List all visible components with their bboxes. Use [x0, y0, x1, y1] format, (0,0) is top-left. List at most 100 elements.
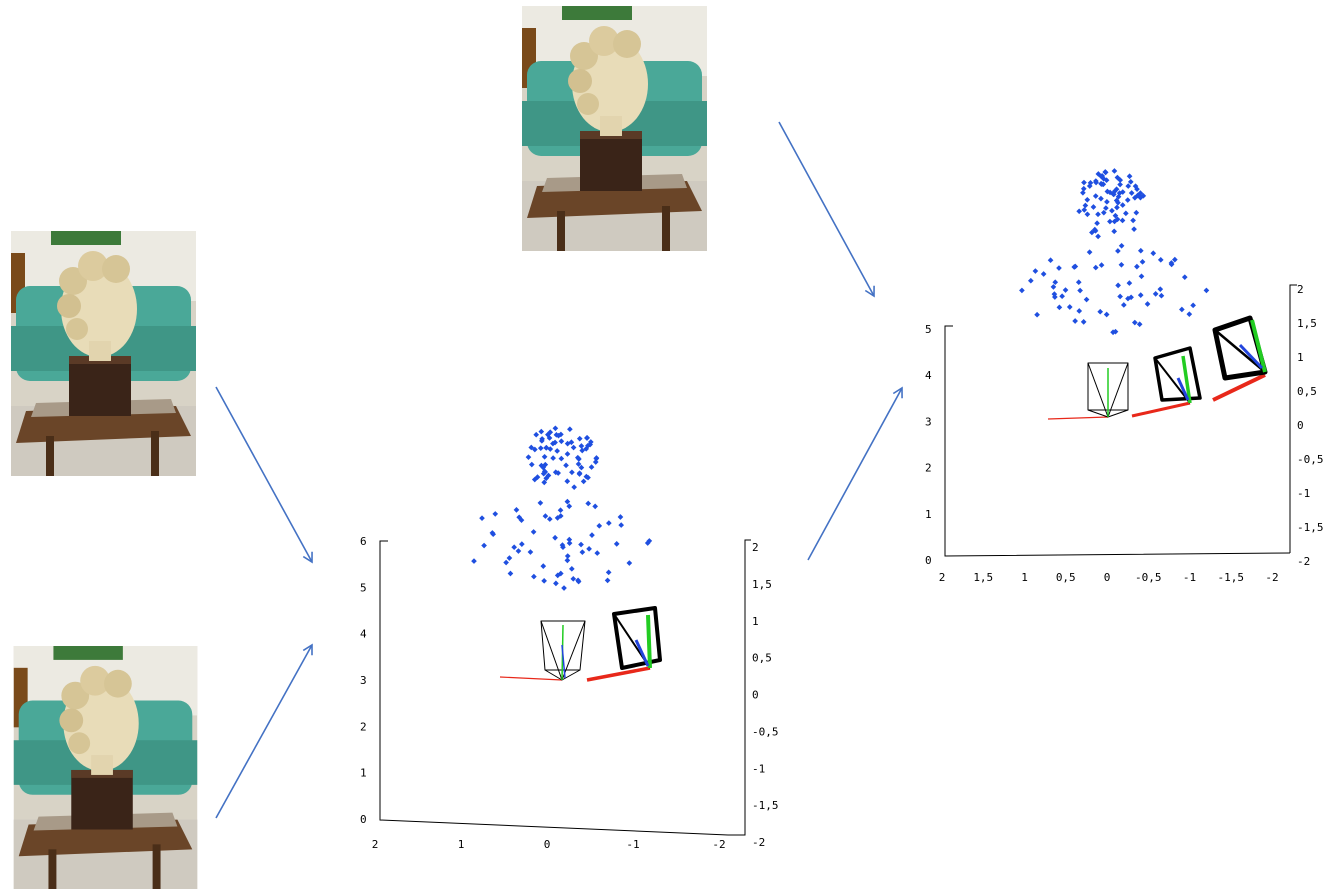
cloud-point — [1052, 279, 1058, 285]
cloud-point — [577, 436, 583, 442]
cloud-point — [558, 507, 564, 513]
photo-top — [522, 6, 707, 251]
cloud-point — [1125, 197, 1131, 203]
cloud-point — [627, 560, 633, 566]
cloud-point — [1097, 309, 1103, 315]
cloud-point — [1091, 204, 1097, 210]
cloud-point — [479, 515, 485, 521]
axis — [380, 541, 728, 835]
camera — [587, 608, 660, 680]
cloud-point — [516, 548, 522, 554]
x-tick-label: -1 — [1183, 571, 1196, 584]
cloud-point — [585, 501, 591, 507]
y-tick-label: 2 — [752, 541, 759, 554]
cloud-point — [1067, 304, 1073, 310]
z-tick-label: 5 — [925, 323, 932, 336]
cloud-point — [618, 514, 624, 520]
y-tick-label: 0 — [752, 689, 759, 702]
cloud-point — [1095, 234, 1101, 240]
arrow — [808, 388, 902, 560]
cloud-point — [1063, 287, 1069, 293]
y-tick-label: -2 — [752, 836, 765, 849]
cloud-point — [1182, 274, 1188, 280]
cloud-point — [580, 549, 586, 555]
cloud-point — [1076, 279, 1082, 285]
cloud-point — [529, 462, 535, 468]
z-tick-label: 5 — [360, 581, 367, 594]
cloud-point — [1109, 208, 1115, 214]
cameras — [500, 318, 1265, 680]
x-tick-label: 0 — [1104, 571, 1111, 584]
cloud-point — [1056, 265, 1062, 271]
cloud-point — [1133, 210, 1139, 216]
cloud-point — [1059, 293, 1065, 299]
cloud-point — [1123, 210, 1129, 216]
cloud-point — [577, 470, 583, 476]
cloud-point — [1057, 304, 1063, 310]
cloud-point — [1051, 284, 1057, 290]
cloud-point — [1095, 211, 1101, 217]
x-tick-label: 1,5 — [973, 571, 993, 584]
cloud-point — [1159, 293, 1165, 299]
cloud-point — [1127, 173, 1133, 179]
cloud-point — [553, 425, 559, 431]
cloud-point — [1081, 207, 1087, 213]
z-tick-label: 3 — [360, 674, 367, 687]
camera — [1048, 363, 1128, 419]
cloud-point — [1076, 208, 1082, 214]
cloud-point — [592, 504, 598, 510]
cloud-point — [1098, 196, 1104, 202]
cloud-point — [1138, 292, 1144, 298]
cloud-point — [1130, 218, 1136, 224]
y-tick-label: -1,5 — [752, 799, 779, 812]
cloud-point — [471, 558, 477, 564]
cloud-point — [1129, 190, 1135, 196]
cloud-point — [1072, 318, 1078, 324]
z-tick-label: 6 — [360, 535, 367, 548]
x-tick-label: 2 — [372, 838, 379, 851]
cloud-point — [1083, 203, 1089, 209]
camera — [1213, 318, 1265, 400]
cloud-point — [1094, 220, 1100, 226]
y-tick-label: 0,5 — [752, 652, 772, 665]
cloud-point — [1190, 303, 1196, 309]
cloud-point — [1134, 264, 1140, 270]
cloud-point — [565, 553, 571, 559]
plot-axes — [380, 285, 1297, 835]
cloud-point — [542, 454, 548, 460]
cloud-point — [550, 455, 556, 461]
z-tick-label: 4 — [925, 369, 932, 382]
z-tick-label: 2 — [360, 720, 367, 733]
arrow — [216, 645, 312, 818]
cloud-point — [1077, 288, 1083, 294]
cloud-point — [1204, 288, 1210, 294]
x-tick-label: 2 — [939, 571, 946, 584]
cloud-point — [538, 429, 544, 435]
cloud-point — [1128, 179, 1134, 185]
cloud-point — [561, 585, 567, 591]
cloud-point — [1107, 219, 1113, 225]
z-tick-label: 0 — [925, 554, 932, 567]
z-tick-label: 3 — [925, 415, 932, 428]
cloud-point — [553, 581, 559, 587]
cloud-point — [1112, 168, 1118, 174]
z-tick-label: 4 — [360, 628, 367, 641]
cloud-point — [1125, 183, 1131, 189]
cloud-point — [606, 520, 612, 526]
cloud-point — [538, 500, 544, 506]
cloud-point — [567, 540, 573, 546]
z-tick-label: 1 — [925, 508, 932, 521]
cloud-point — [594, 550, 600, 556]
cloud-point — [1114, 205, 1120, 211]
cloud-point — [1119, 262, 1125, 268]
cloud-point — [547, 516, 553, 522]
z-tick-label: 0 — [360, 813, 367, 826]
cloud-point — [1138, 248, 1144, 254]
cloud-point — [514, 507, 520, 513]
arrow — [216, 387, 312, 562]
x-tick-label: 1 — [1021, 571, 1028, 584]
cloud-point — [1084, 197, 1090, 203]
cloud-point — [1179, 307, 1185, 313]
cloud-point — [589, 464, 595, 470]
cloud-point — [571, 484, 577, 490]
